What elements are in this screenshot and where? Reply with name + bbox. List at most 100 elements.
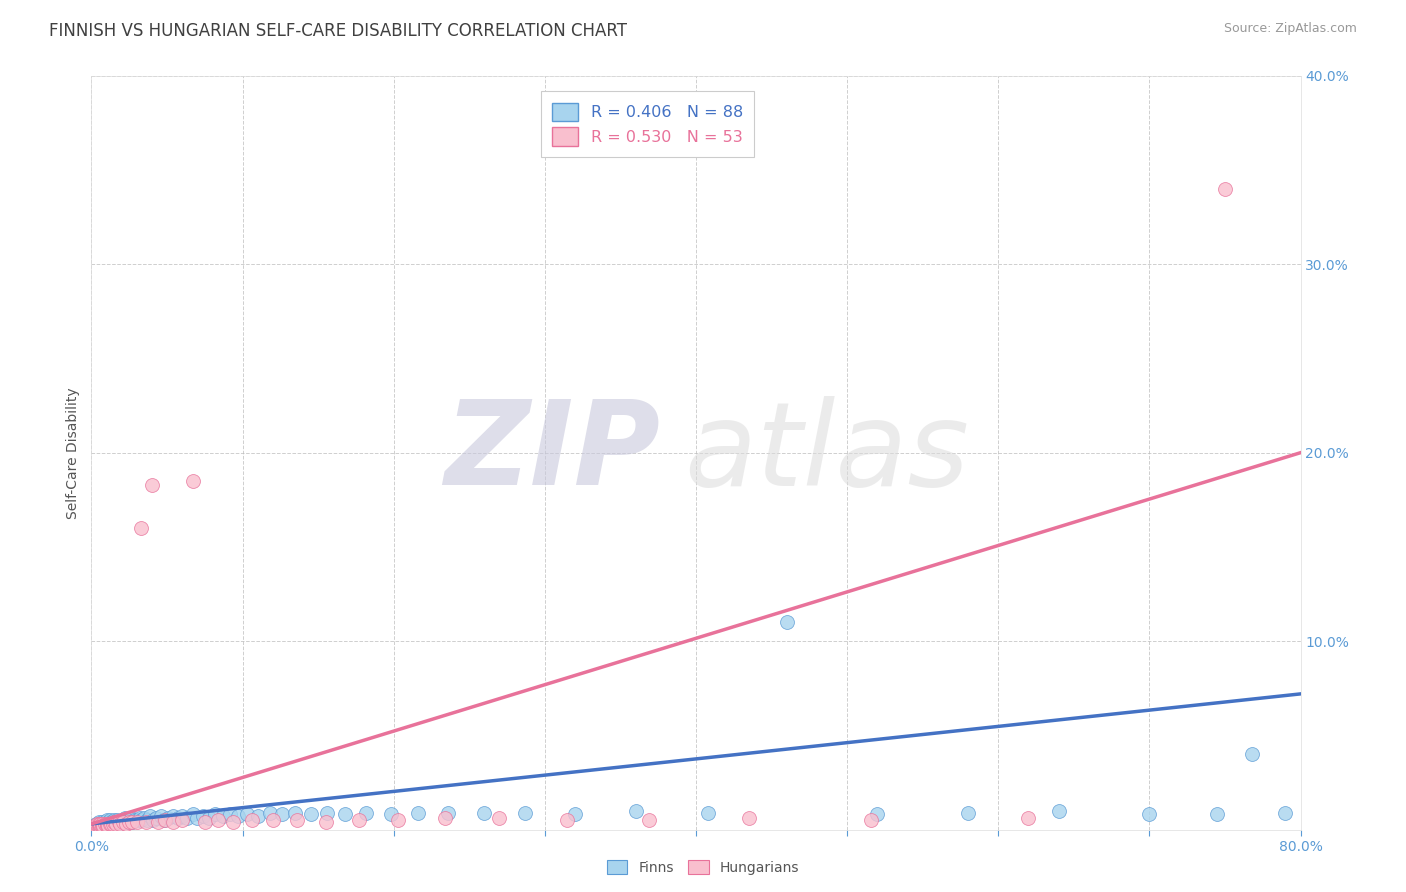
Point xyxy=(91,817,114,831)
Point xyxy=(101,817,124,831)
Point xyxy=(316,805,339,820)
Point xyxy=(207,813,229,827)
Point xyxy=(89,817,111,831)
Point xyxy=(111,813,132,827)
Point xyxy=(142,813,165,827)
Point xyxy=(1241,747,1264,761)
Point xyxy=(380,807,402,822)
Point xyxy=(94,817,117,831)
Point xyxy=(146,815,169,830)
Point xyxy=(638,813,661,827)
Point xyxy=(387,813,409,827)
Point xyxy=(83,819,105,833)
Point xyxy=(738,811,761,825)
Y-axis label: Self-Care Disability: Self-Care Disability xyxy=(66,387,80,518)
Point xyxy=(84,821,107,835)
Point xyxy=(515,805,537,820)
Point xyxy=(335,807,357,822)
Point xyxy=(434,811,457,825)
Point xyxy=(1047,804,1070,818)
Point xyxy=(84,821,107,835)
Point xyxy=(120,811,142,825)
Point xyxy=(194,815,217,830)
Point xyxy=(284,805,307,820)
Point xyxy=(104,817,127,831)
Point xyxy=(86,819,108,833)
Text: Source: ZipAtlas.com: Source: ZipAtlas.com xyxy=(1223,22,1357,36)
Point xyxy=(172,813,194,827)
Point xyxy=(114,811,136,825)
Point xyxy=(129,813,152,827)
Point xyxy=(1206,807,1229,822)
Point xyxy=(236,807,259,822)
Point xyxy=(96,819,118,833)
Point xyxy=(315,815,337,830)
Point xyxy=(86,817,108,831)
Point xyxy=(162,815,184,830)
Point xyxy=(82,821,104,835)
Point xyxy=(104,817,127,831)
Point xyxy=(472,805,495,820)
Point xyxy=(176,811,198,825)
Point xyxy=(212,809,235,823)
Point xyxy=(155,813,177,827)
Point xyxy=(87,819,110,833)
Point xyxy=(219,807,242,822)
Point xyxy=(101,817,124,831)
Point xyxy=(198,811,221,825)
Point xyxy=(204,807,226,822)
Text: atlas: atlas xyxy=(683,396,969,509)
Point xyxy=(82,821,104,835)
Point xyxy=(125,813,148,827)
Point xyxy=(125,815,148,830)
Point xyxy=(97,819,120,833)
Point xyxy=(98,817,121,831)
Point xyxy=(181,474,204,488)
Point xyxy=(135,815,157,830)
Point xyxy=(149,809,172,823)
Point xyxy=(270,807,292,822)
Point xyxy=(115,817,138,831)
Point xyxy=(96,817,118,831)
Point xyxy=(1139,807,1161,822)
Point xyxy=(139,809,162,823)
Point xyxy=(181,807,204,822)
Point xyxy=(118,815,141,830)
Point xyxy=(141,477,163,491)
Point xyxy=(860,813,883,827)
Point xyxy=(564,807,586,822)
Point xyxy=(91,819,114,833)
Point xyxy=(96,813,118,827)
Point xyxy=(108,817,131,831)
Point xyxy=(87,817,110,831)
Point xyxy=(240,813,263,827)
Point xyxy=(121,815,143,830)
Point xyxy=(89,819,111,833)
Point xyxy=(186,811,208,825)
Point xyxy=(488,811,510,825)
Point xyxy=(89,819,111,833)
Point xyxy=(157,811,180,825)
Point xyxy=(285,813,308,827)
Point xyxy=(103,815,125,830)
Point xyxy=(166,811,188,825)
Point xyxy=(226,809,249,823)
Point xyxy=(94,817,117,831)
Point xyxy=(172,809,194,823)
Point xyxy=(262,813,284,827)
Point xyxy=(98,817,121,831)
Point xyxy=(100,817,122,831)
Point xyxy=(87,819,110,833)
Point xyxy=(866,807,889,822)
Point xyxy=(91,815,114,830)
Point xyxy=(103,815,125,830)
Point xyxy=(776,615,799,630)
Point xyxy=(1018,811,1040,825)
Point xyxy=(118,815,141,830)
Point xyxy=(87,815,110,830)
Point xyxy=(134,811,156,825)
Point xyxy=(557,813,579,827)
Point xyxy=(117,813,139,827)
Point xyxy=(128,811,150,825)
Point xyxy=(103,813,125,827)
